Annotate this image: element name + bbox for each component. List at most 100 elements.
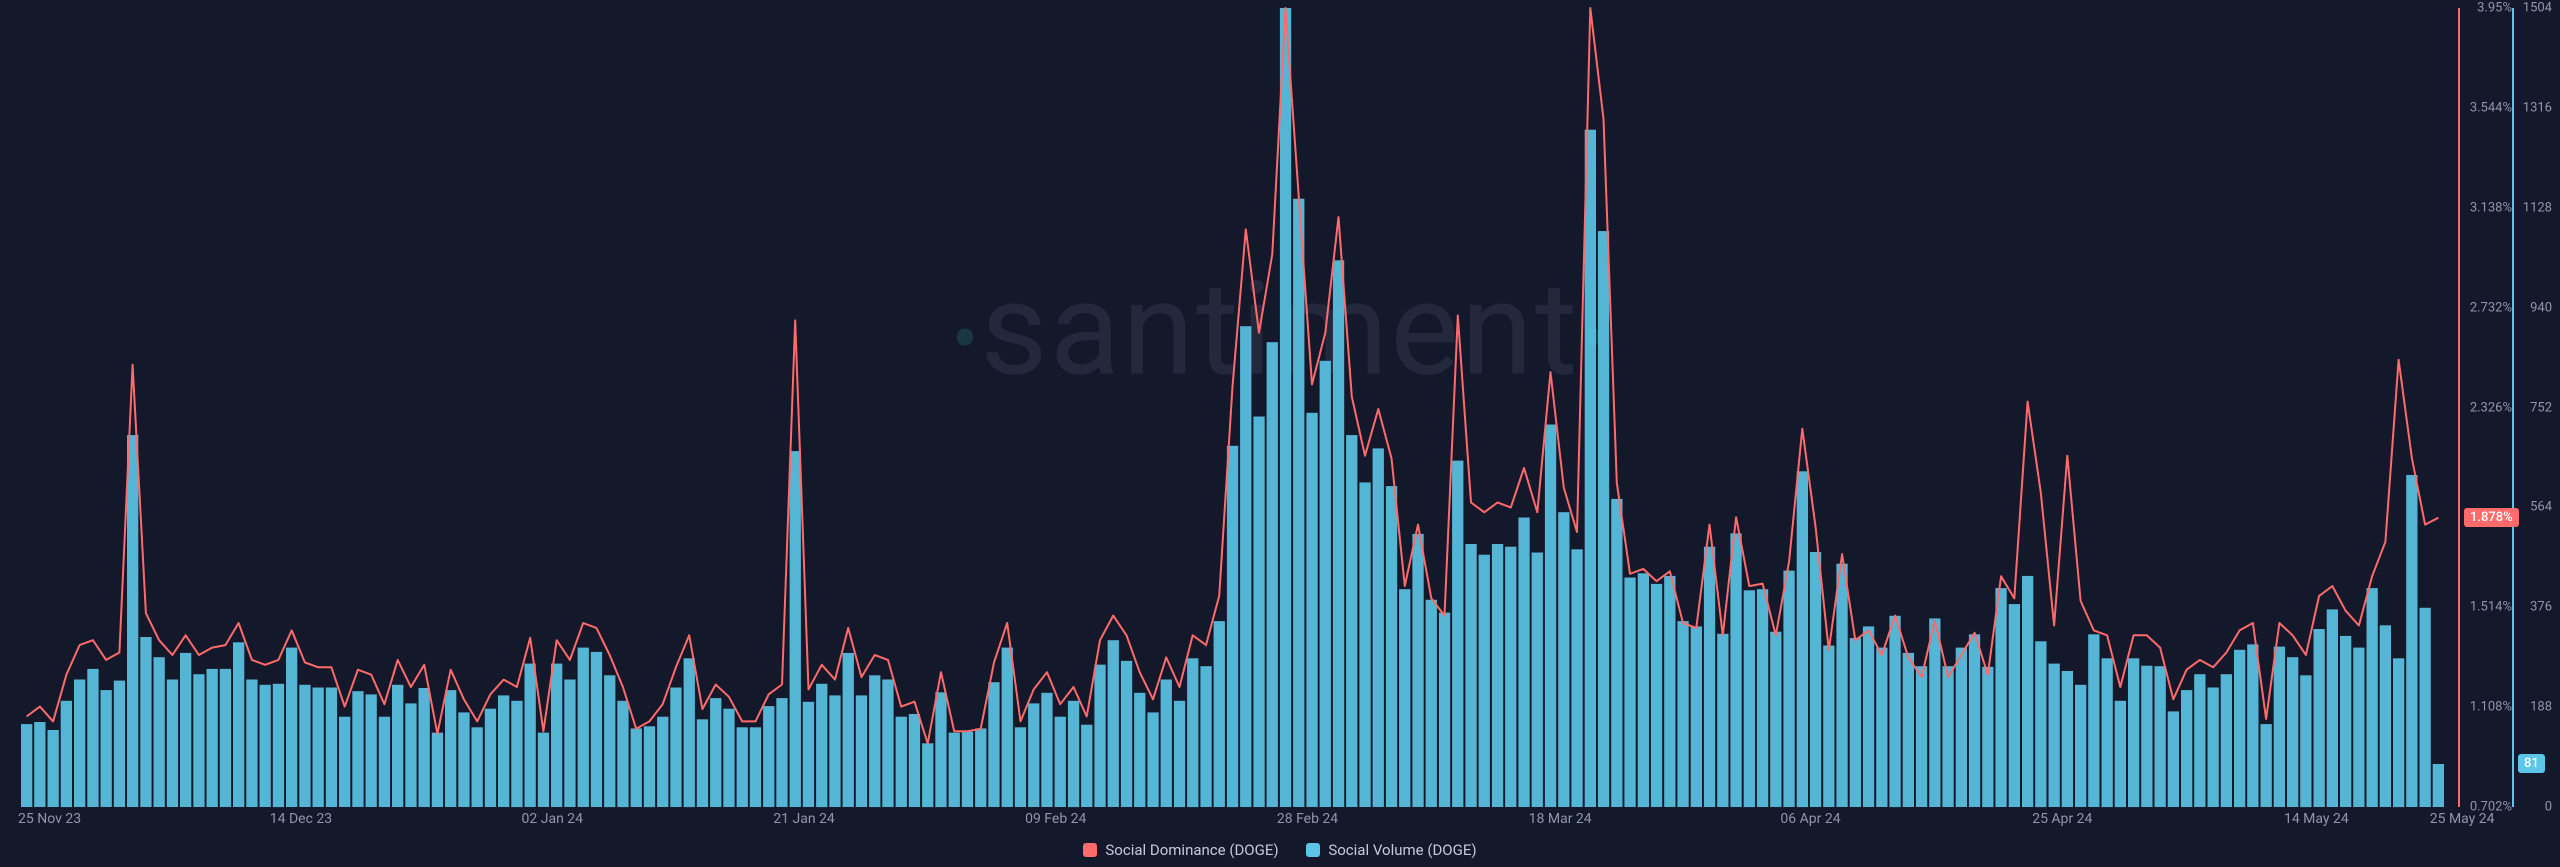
volume-bar: [1532, 553, 1543, 808]
volume-bar: [1664, 576, 1675, 807]
volume-bar: [193, 674, 204, 807]
volume-bar: [1611, 499, 1622, 807]
dominance-axis-line: [2458, 8, 2460, 807]
volume-bar: [1929, 618, 1940, 807]
y-tick-dominance: 2.732%: [2470, 300, 2512, 315]
volume-bar: [869, 675, 880, 807]
volume-bar: [1956, 648, 1967, 807]
volume-bar: [1187, 658, 1198, 807]
volume-bar: [1346, 435, 1357, 807]
volume-bar: [432, 733, 443, 807]
y-tick-volume: 564: [2530, 500, 2552, 515]
volume-bar: [366, 694, 377, 807]
volume-bar: [1558, 512, 1569, 807]
volume-bar: [1240, 326, 1251, 807]
volume-bar: [1492, 544, 1503, 807]
volume-bar: [1094, 665, 1105, 807]
volume-bar: [2353, 648, 2364, 807]
volume-bar: [856, 695, 867, 807]
volume-bar: [1174, 701, 1185, 807]
volume-bar: [273, 684, 284, 807]
volume-bar: [233, 642, 244, 807]
volume-bar: [1108, 640, 1119, 807]
x-axis-tick-label: 09 Feb 24: [1025, 811, 1086, 827]
legend: Social Dominance (DOGE) Social Volume (D…: [0, 841, 2560, 861]
volume-bar: [2075, 685, 2086, 807]
volume-bar: [379, 717, 390, 807]
volume-bar: [525, 664, 536, 807]
y-tick-volume: 1504: [2523, 1, 2552, 16]
x-axis-tick-label: 25 Apr 24: [2032, 811, 2092, 827]
y-tick-volume: 188: [2530, 700, 2552, 715]
volume-bar: [1863, 626, 1874, 807]
volume-bar: [1545, 425, 1556, 808]
volume-bar: [803, 702, 814, 807]
volume-bar: [1505, 547, 1516, 807]
volume-bar: [737, 727, 748, 807]
y-tick-volume: 940: [2530, 300, 2552, 315]
volume-bar: [617, 701, 628, 807]
volume-bar: [750, 727, 761, 807]
volume-bar: [1677, 621, 1688, 807]
volume-bar: [2367, 588, 2378, 807]
volume-bar: [1850, 638, 1861, 807]
x-axis-tick-label: 21 Jan 24: [773, 811, 835, 827]
volume-bar: [299, 685, 310, 807]
volume-bar: [140, 637, 151, 807]
volume-bar: [1412, 534, 1423, 807]
legend-item-dominance[interactable]: Social Dominance (DOGE): [1083, 841, 1278, 859]
volume-bar: [1373, 448, 1384, 807]
volume-bar: [1717, 634, 1728, 807]
volume-bar: [1770, 632, 1781, 807]
volume-bar: [551, 664, 562, 807]
volume-bar: [1942, 666, 1953, 807]
volume-bar: [1161, 680, 1172, 808]
volume-bar: [829, 695, 840, 807]
volume-bar: [2221, 674, 2232, 807]
volume-bar: [1253, 417, 1264, 808]
volume-bar: [2181, 690, 2192, 807]
volume-bar: [167, 680, 178, 808]
volume-bar: [1359, 482, 1370, 807]
volume-bar: [127, 435, 138, 807]
volume-bar: [1783, 571, 1794, 807]
volume-bar: [1293, 199, 1304, 807]
volume-bar: [949, 733, 960, 807]
volume-bar: [1320, 361, 1331, 807]
volume-bar: [2300, 675, 2311, 807]
volume-bar: [1571, 549, 1582, 807]
volume-bar: [1585, 130, 1596, 807]
volume-bar: [2115, 701, 2126, 807]
volume-bar: [2433, 764, 2444, 807]
volume-bar: [1704, 547, 1715, 807]
volume-bar: [988, 682, 999, 807]
x-axis-tick-label: 25 Nov 23: [18, 811, 81, 827]
volume-bar: [909, 714, 920, 807]
volume-bar: [207, 669, 218, 807]
volume-bar: [154, 657, 165, 807]
y-tick-dominance: 3.544%: [2470, 100, 2512, 115]
volume-bar: [1810, 552, 1821, 807]
volume-bar: [1876, 648, 1887, 807]
volume-bar: [1969, 634, 1980, 807]
volume-bar: [723, 709, 734, 807]
x-axis-tick-label: 02 Jan 24: [522, 811, 584, 827]
volume-bar: [313, 688, 324, 808]
volume-bar: [1426, 600, 1437, 807]
volume-bar: [2022, 576, 2033, 807]
volume-bar: [1744, 590, 1755, 807]
volume-bar: [61, 701, 72, 807]
volume-bar: [2314, 629, 2325, 807]
volume-bar: [1823, 646, 1834, 808]
volume-bar: [2274, 647, 2285, 807]
volume-bar: [1757, 589, 1768, 807]
volume-bar: [1624, 578, 1635, 808]
volume-bar: [485, 709, 496, 807]
x-axis-tick-label: 14 May 24: [2284, 811, 2349, 827]
legend-label: Social Dominance (DOGE): [1105, 841, 1278, 859]
volume-bar: [1598, 231, 1609, 807]
x-axis-tick-label: 28 Feb 24: [1277, 811, 1338, 827]
volume-bar: [896, 717, 907, 807]
legend-item-volume[interactable]: Social Volume (DOGE): [1306, 841, 1476, 859]
volume-bar: [1121, 661, 1132, 807]
